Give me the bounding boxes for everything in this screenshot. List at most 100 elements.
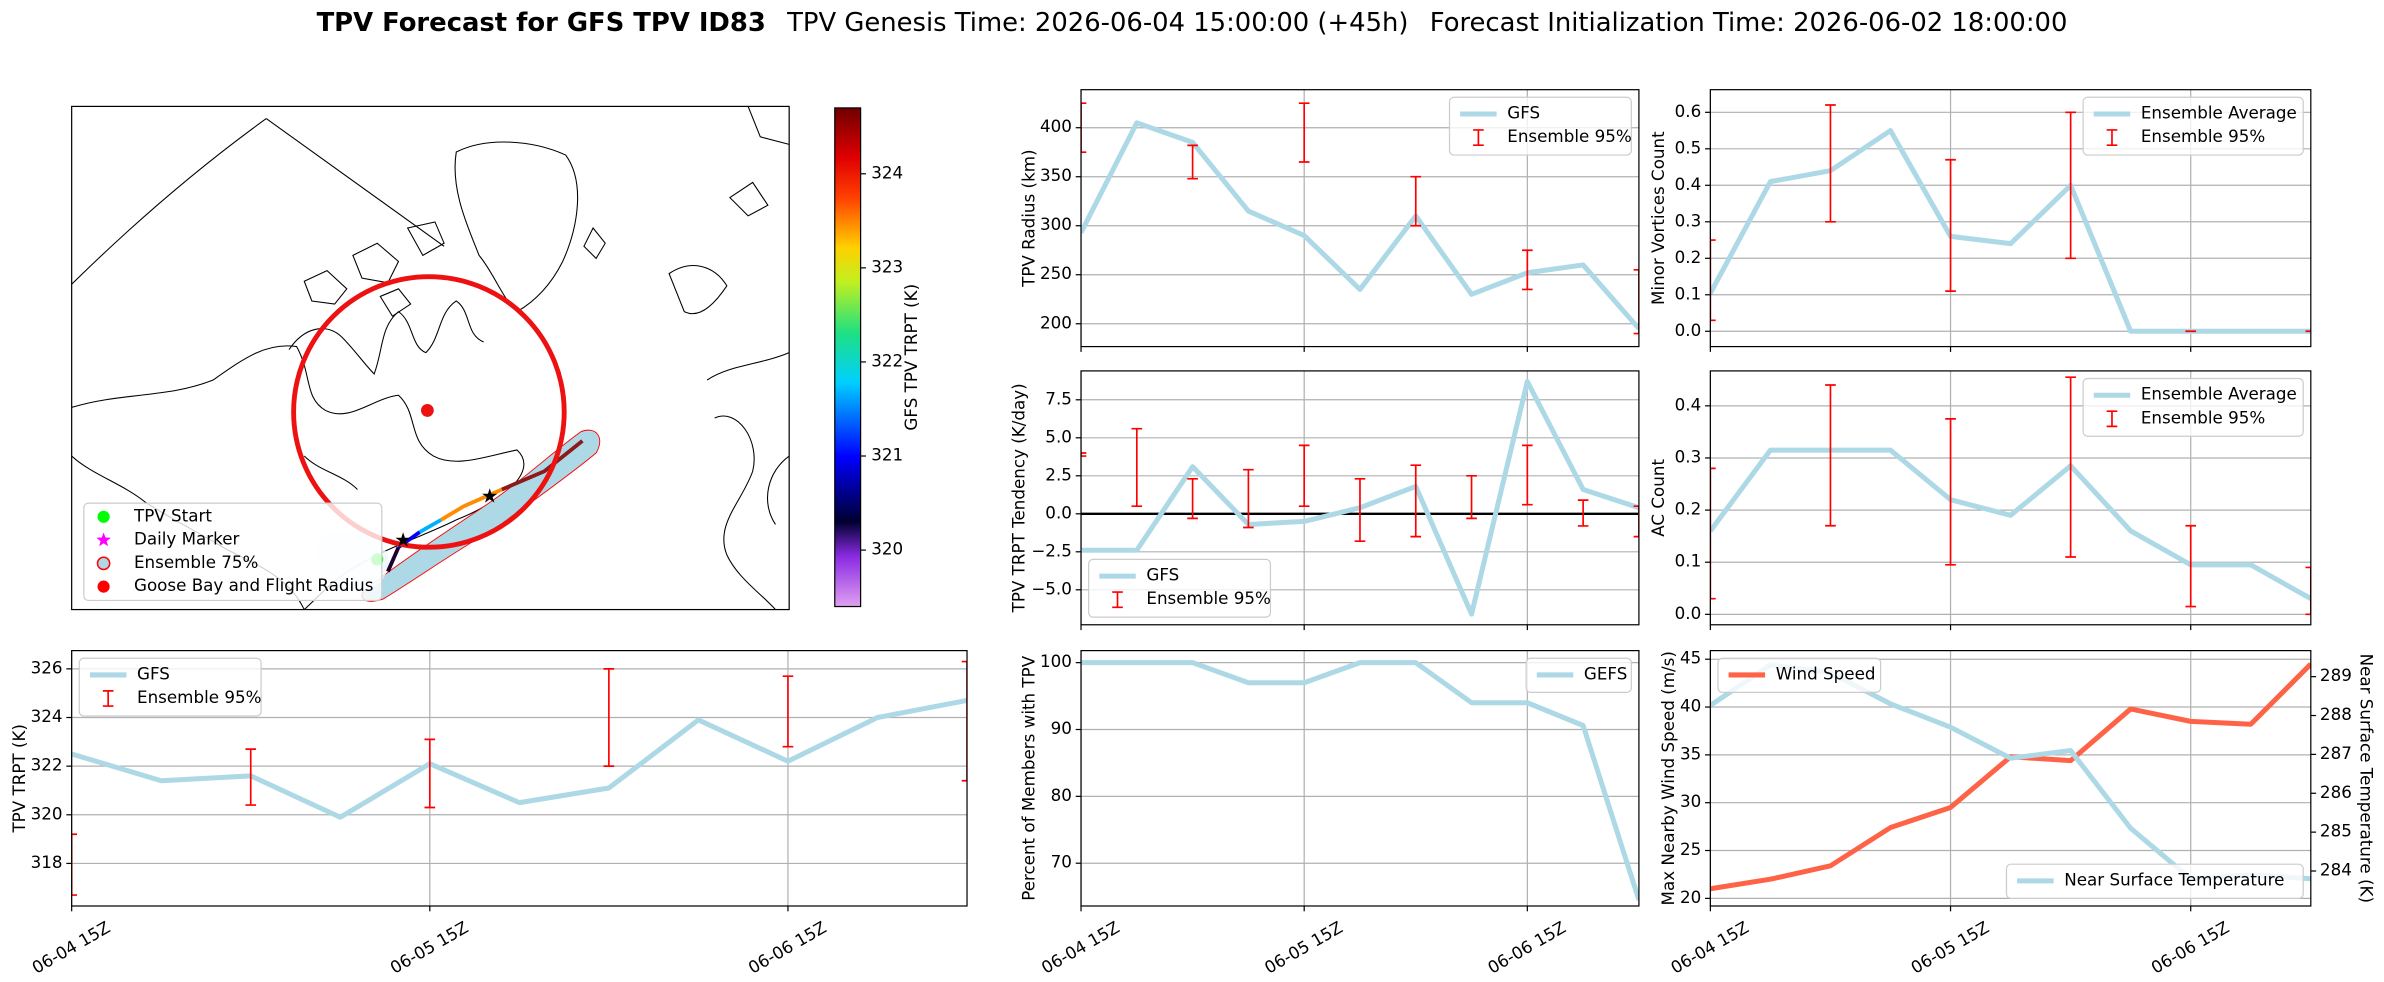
y-tick-label: −2.5 (1031, 540, 1072, 560)
error-bar (1131, 427, 1143, 508)
y-axis-label: TPV TRPT (K) (9, 724, 29, 834)
error-bar (245, 748, 257, 806)
legend-label: Ensemble 95% (2141, 407, 2265, 427)
y-tick-label: 5.0 (1045, 426, 1072, 446)
y-tick-label: 318 (31, 852, 63, 872)
x-tick-label: 06-05 15Z (1907, 917, 1992, 978)
y-tick-label: 0.4 (1675, 394, 1702, 414)
error-bar (1243, 468, 1254, 529)
y-tick-label: 250 (1040, 263, 1072, 283)
legend-label: Near Surface Temperature (2064, 869, 2284, 889)
y2-tick-label: 285 (2320, 821, 2352, 841)
y-tick-label: 0.1 (1675, 551, 1702, 571)
legend-swatch (2106, 410, 2118, 428)
legend-label: Ensemble 95% (1146, 588, 1270, 608)
y-tick-label: 7.5 (1045, 388, 1072, 408)
legend-label: Ensemble 95% (1507, 126, 1631, 146)
y-axis-label: Percent of Members with TPV (1019, 655, 1039, 901)
legend-label: Wind Speed (1776, 663, 1876, 683)
y-tick-label: 2.5 (1045, 464, 1072, 484)
y-tick-label: 100 (1040, 651, 1072, 671)
legend-marker (97, 510, 110, 523)
colorbar-tick-label: 322 (871, 350, 903, 370)
axes-frame (1709, 89, 2312, 348)
y-tick-label: 30 (1680, 791, 1701, 811)
y-axis-label: TPV TRPT Tendency (K/day) (1009, 383, 1029, 613)
legend-swatch (1112, 591, 1123, 609)
y-tick-label: 0.4 (1675, 174, 1702, 194)
y-tick-label: 0.6 (1675, 101, 1702, 121)
error-bar (1825, 104, 1836, 223)
colorbar-tick-label: 320 (871, 539, 903, 559)
legend-swatch (102, 690, 114, 707)
error-bar (1466, 474, 1477, 520)
error-bar (1081, 452, 1087, 457)
y-axis-label: TPV Radius (km) (1019, 149, 1039, 287)
legend-label: GEFS (1584, 663, 1627, 683)
series-line (1710, 128, 2311, 334)
error-bar (1522, 249, 1533, 291)
legend-label: Ensemble 75% (134, 552, 258, 572)
legend-box (1525, 657, 1632, 694)
y-tick-label: 0.2 (1675, 499, 1702, 519)
x-tick-label: 06-05 15Z (387, 917, 472, 978)
x-tick-label: 06-04 15Z (1667, 917, 1752, 978)
suptitle: TPV Forecast for GFS TPV ID83 TPV Genesis… (317, 7, 2068, 37)
error-bar (424, 738, 436, 809)
series-line (1710, 447, 2311, 601)
axes-frame (1709, 650, 2312, 907)
legend-box (1717, 657, 1882, 694)
error-bar (1710, 467, 1716, 600)
panel: 0.0 0.1 0.2 0.3 0.4 0.5 0.6 Minor Vortices Coun… (1648, 89, 2312, 352)
legend-label: TPV Start (133, 505, 212, 525)
legend-swatch (1473, 129, 1484, 147)
legend-marker (96, 556, 111, 571)
error-bar (1410, 464, 1422, 538)
y-tick-label: 350 (1040, 165, 1072, 185)
y-axis-label: AC Count (1648, 459, 1668, 537)
error-bar (2305, 566, 2311, 616)
axes-frame (1080, 89, 1640, 348)
y-tick-label: 90 (1051, 718, 1072, 738)
legend-label: Ensemble 95% (137, 687, 261, 707)
error-bar (1298, 444, 1310, 508)
x-tick-label: 06-06 15Z (2147, 917, 2232, 978)
error-bar (1187, 144, 1198, 180)
y-tick-label: 20 (1680, 887, 1701, 907)
y-tick-label: 200 (1040, 312, 1072, 332)
legend-swatch (2106, 129, 2118, 147)
panel: 0.0 0.1 0.2 0.3 0.4 AC Count Ensemble Average E… (1648, 370, 2312, 631)
y-tick-label: 0.1 (1675, 283, 1702, 303)
y-axis-label: Minor Vortices Count (1648, 131, 1668, 305)
axes-frame (71, 650, 968, 907)
y-tick-label: 0.0 (1675, 603, 1702, 623)
y2-tick-label: 289 (2320, 665, 2352, 685)
y-tick-label: 322 (31, 755, 63, 775)
plot-area (1710, 650, 2311, 906)
svg-text:★: ★ (481, 485, 499, 508)
y-tick-label: 40 (1680, 696, 1701, 716)
legend-label: Ensemble Average (2141, 384, 2297, 404)
map: ★ ★ GFS TPV TRPT (K) (71, 105, 921, 611)
error-bar (1633, 269, 1639, 335)
x-tick-label: 06-04 15Z (1038, 917, 1123, 978)
panel: −5.0 −2.5 0.0 2.5 5.0 7.5 TPV TRPT Tendency (K… (1009, 370, 1640, 631)
legend-box (2005, 863, 2304, 900)
error-bar (1945, 158, 1956, 292)
legend-label: Goose Bay and Flight Radius (134, 575, 373, 595)
error-bar (1825, 384, 1836, 527)
y-tick-label: 70 (1051, 852, 1072, 872)
axes-frame (1080, 370, 1640, 626)
error-bar (1354, 478, 1366, 543)
error-bar (1410, 175, 1422, 227)
colorbar-label: GFS TPV TRPT (K) (901, 284, 921, 431)
legend-label: Daily Marker (134, 529, 240, 549)
y-tick-label: 80 (1051, 785, 1072, 805)
error-bar (1945, 418, 1956, 566)
colorbar (834, 107, 862, 608)
y-tick-label: 0.3 (1675, 446, 1702, 466)
series-line (1081, 660, 1639, 901)
y2-tick-label: 286 (2320, 782, 2352, 802)
